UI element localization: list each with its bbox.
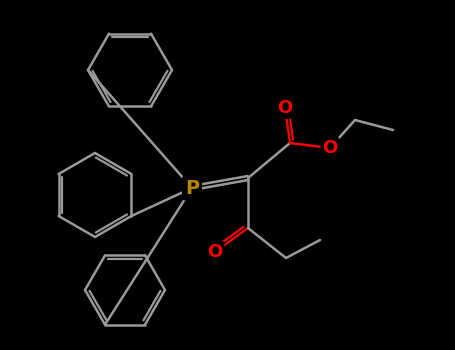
Text: P: P (185, 178, 199, 197)
Text: O: O (278, 99, 293, 117)
Text: O: O (207, 243, 222, 261)
Text: O: O (323, 139, 338, 157)
